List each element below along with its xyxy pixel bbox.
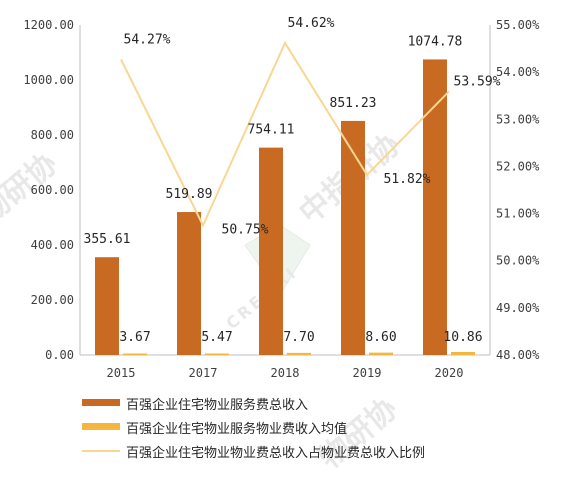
left-axis-tick-label: 600.00 bbox=[31, 183, 74, 197]
avg-data-label: 8.60 bbox=[365, 330, 396, 345]
bar bbox=[95, 257, 119, 355]
bar-data-label: 851.23 bbox=[330, 96, 377, 111]
legend-label: 百强企业住宅物业服务费总收入 bbox=[126, 397, 308, 413]
left-axis-tick-label: 0.00 bbox=[45, 348, 74, 362]
right-axis-tick-label: 55.00% bbox=[496, 18, 540, 32]
bar bbox=[177, 212, 201, 355]
x-axis-tick-label: 2017 bbox=[189, 366, 218, 380]
ratio-data-label: 50.75% bbox=[222, 222, 269, 237]
ratio-line bbox=[120, 40, 450, 228]
x-axis-tick-label: 2019 bbox=[353, 366, 382, 380]
left-axis-tick-label: 1200.00 bbox=[23, 18, 74, 32]
right-axis-tick-label: 51.00% bbox=[496, 207, 540, 221]
legend-label: 百强企业住宅物业服务物业费收入均值 bbox=[126, 421, 347, 437]
avg-data-label: 5.47 bbox=[201, 330, 232, 345]
bar bbox=[451, 352, 475, 355]
bar bbox=[341, 120, 365, 356]
bar-data-label: 754.11 bbox=[248, 123, 295, 138]
left-axis-tick-label: 200.00 bbox=[31, 293, 74, 307]
x-axis-tick-label: 2020 bbox=[435, 366, 464, 380]
right-axis-tick-label: 52.00% bbox=[496, 159, 540, 173]
ratio-data-label: 53.59% bbox=[454, 74, 501, 89]
avg-data-label: 3.67 bbox=[119, 330, 150, 345]
bars bbox=[95, 59, 475, 356]
left-axis-tick-label: 1000.00 bbox=[23, 73, 74, 87]
right-axis-tick-label: 48.00% bbox=[496, 348, 540, 362]
x-axis-tick-label: 2015 bbox=[107, 366, 136, 380]
bar bbox=[123, 353, 147, 355]
avg-data-label: 10.86 bbox=[443, 330, 482, 345]
legend-swatch bbox=[82, 399, 120, 406]
bar bbox=[205, 353, 229, 355]
right-axis-tick-label: 53.00% bbox=[496, 112, 540, 126]
bar-data-label: 1074.78 bbox=[408, 34, 463, 49]
legend-label: 百强企业住宅物业物业费总收入占物业费总收入比例 bbox=[126, 445, 425, 461]
legend-swatch bbox=[82, 423, 120, 430]
right-axis-tick-label: 54.00% bbox=[496, 65, 540, 79]
left-axis-tick-label: 800.00 bbox=[31, 128, 74, 142]
left-axis-tick-label: 400.00 bbox=[31, 238, 74, 252]
bar bbox=[259, 147, 283, 355]
x-axis-tick-label: 2018 bbox=[271, 366, 300, 380]
bar bbox=[287, 352, 311, 355]
axes: 0.00 200.00 400.00 600.00 800.00 1000.00 1200.… bbox=[23, 18, 540, 380]
legend: 百强企业住宅物业服务费总收入百强企业住宅物业服务物业费收入均值百强企业住宅物业物… bbox=[82, 397, 425, 461]
bar bbox=[369, 352, 393, 355]
bar-data-label: 519.89 bbox=[166, 187, 213, 202]
ratio-data-label: 54.62% bbox=[288, 16, 335, 31]
data-labels: 355.61 519.89 754.11 851.23 1074.78 3.67 5.47 7… bbox=[84, 16, 501, 345]
bar bbox=[423, 59, 447, 356]
right-axis-tick-label: 50.00% bbox=[496, 254, 540, 268]
ratio-data-label: 51.82% bbox=[384, 172, 431, 187]
avg-data-label: 7.70 bbox=[283, 330, 314, 345]
ratio-data-label: 54.27% bbox=[124, 32, 171, 47]
bar-data-label: 355.61 bbox=[84, 232, 131, 247]
right-axis-tick-label: 49.00% bbox=[496, 301, 540, 315]
